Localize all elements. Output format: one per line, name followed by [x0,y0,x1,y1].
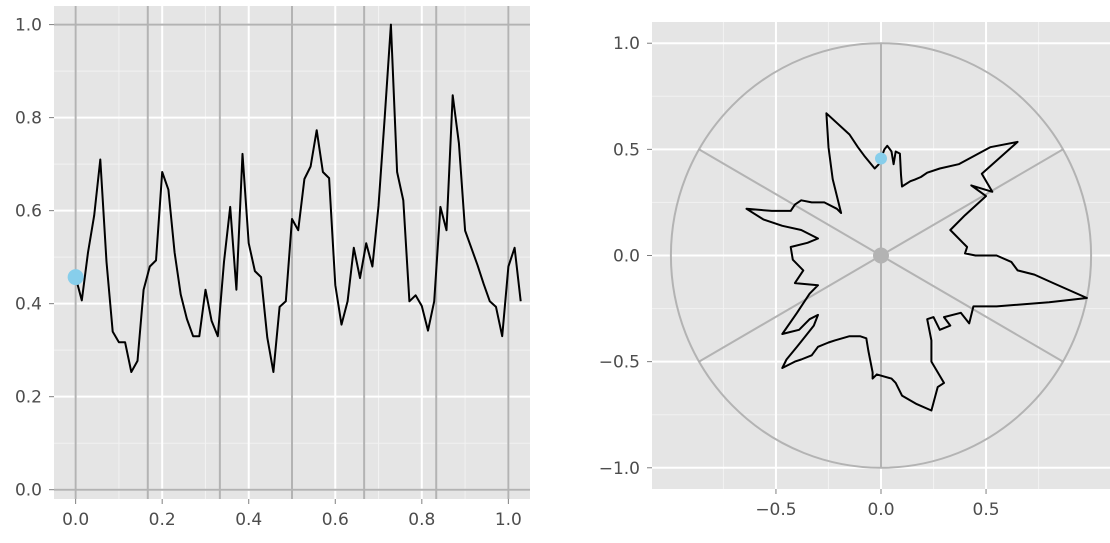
left-y-tick-label: 0.2 [15,388,42,408]
right-y-tick-label: 0.0 [613,247,640,267]
left-x-tick-label: 0.2 [149,510,176,530]
left-x-tick-label: 1.0 [495,510,522,530]
left-y-tick-label: 0.0 [15,481,42,501]
left-y-tick-label: 1.0 [15,16,42,36]
left-x-tick-label: 0.0 [62,510,89,530]
highlight-point [875,152,887,165]
left-panel: 0.0 0.2 0.4 0.6 0.8 1.0 0.0 0.2 0.4 0.6 … [15,6,530,530]
right-x-tick-label: 0.0 [867,500,894,520]
right-series [745,112,1088,412]
left-axis-ticks: 0.0 0.2 0.4 0.6 0.8 1.0 0.0 0.2 0.4 0.6 … [15,16,522,530]
right-x-tick-label: 0.5 [973,500,1000,520]
left-x-tick-label: 0.4 [235,510,262,530]
left-y-tick-label: 0.4 [15,295,42,315]
right-y-tick-label: 1.0 [613,34,640,54]
right-y-tick-label: 0.5 [613,140,640,160]
center-point [873,247,889,264]
left-y-tick-label: 0.6 [15,202,42,222]
right-y-tick-label: −0.5 [599,353,640,373]
right-axis-ticks: −0.5 0.0 0.5 −1.0 −0.5 0.0 0.5 1.0 [599,34,1000,520]
series-line [745,112,1088,412]
right-x-tick-label: −0.5 [755,500,796,520]
right-panel: −0.5 0.0 0.5 −1.0 −0.5 0.0 0.5 1.0 [599,22,1110,520]
left-x-tick-label: 0.6 [322,510,349,530]
left-series [67,23,522,373]
right-y-tick-label: −1.0 [599,459,640,479]
left-y-tick-label: 0.8 [15,109,42,129]
series-line [74,23,522,373]
left-x-tick-label: 0.8 [408,510,435,530]
highlight-point [67,269,84,286]
